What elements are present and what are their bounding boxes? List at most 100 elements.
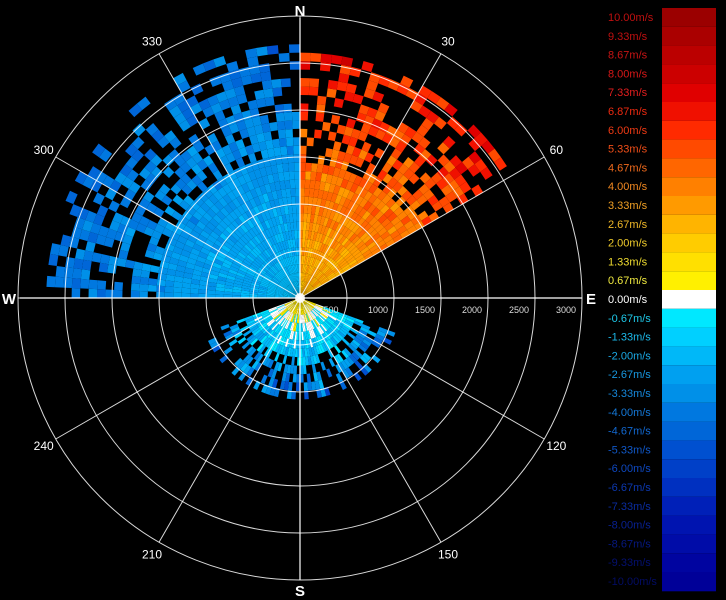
velocity-cell	[302, 273, 306, 282]
velocity-cell	[374, 223, 385, 233]
velocity-cell	[263, 275, 272, 282]
velocity-cell	[305, 256, 310, 265]
velocity-cell	[177, 100, 191, 113]
velocity-cell	[277, 362, 283, 372]
legend-swatch	[662, 83, 716, 103]
velocity-cell	[350, 182, 359, 193]
velocity-cell	[236, 318, 246, 324]
velocity-cell	[319, 334, 326, 344]
velocity-cell	[277, 242, 283, 252]
velocity-cell	[180, 173, 192, 185]
velocity-cell	[266, 270, 275, 278]
velocity-cell	[313, 214, 319, 224]
velocity-cell	[272, 333, 279, 342]
velocity-cell	[381, 217, 391, 228]
velocity-cell	[303, 322, 306, 332]
velocity-cell	[279, 307, 287, 314]
azimuth-spoke	[299, 297, 442, 543]
velocity-cell	[304, 264, 308, 274]
velocity-cell	[289, 339, 293, 348]
velocity-cell	[204, 198, 215, 209]
legend-label: -3.33m/s	[608, 388, 651, 400]
velocity-cell	[266, 248, 273, 257]
velocity-cell	[236, 185, 246, 196]
velocity-cell	[360, 341, 370, 350]
velocity-cell	[248, 228, 257, 238]
velocity-cell	[337, 315, 347, 322]
velocity-cell	[408, 173, 420, 185]
velocity-cell	[307, 321, 312, 331]
velocity-cell	[276, 189, 283, 199]
velocity-cell	[468, 137, 482, 152]
velocity-cell	[368, 72, 382, 84]
velocity-cell	[268, 307, 277, 313]
velocity-cell	[307, 301, 316, 306]
velocity-cell	[308, 222, 314, 232]
velocity-cell	[392, 181, 403, 192]
velocity-cell	[253, 196, 262, 206]
velocity-cell	[218, 272, 228, 279]
velocity-cell	[290, 365, 295, 374]
velocity-cell	[284, 267, 290, 276]
velocity-cell	[316, 215, 322, 225]
velocity-cell	[326, 272, 335, 279]
velocity-cell	[403, 220, 415, 230]
legend-swatch	[662, 158, 716, 178]
velocity-cell	[309, 311, 315, 320]
velocity-cell	[225, 152, 236, 163]
velocity-cell	[363, 180, 373, 191]
velocity-cell	[279, 137, 287, 148]
velocity-cell	[340, 327, 349, 335]
velocity-cell	[172, 246, 183, 255]
velocity-cell	[293, 273, 297, 282]
velocity-cell	[274, 263, 281, 272]
velocity-cell	[298, 306, 300, 315]
velocity-cell	[408, 161, 421, 174]
velocity-cell	[244, 256, 254, 265]
velocity-cell	[278, 283, 287, 289]
range-label: 1500	[415, 305, 435, 315]
velocity-cell	[360, 123, 372, 134]
velocity-cell	[194, 238, 205, 248]
velocity-cell	[327, 131, 337, 142]
legend-label: 4.67m/s	[608, 162, 648, 174]
velocity-cell	[269, 182, 277, 192]
velocity-cell	[311, 364, 317, 373]
velocity-cell	[204, 259, 215, 267]
velocity-cell	[146, 219, 158, 231]
velocity-cell	[286, 302, 294, 309]
velocity-cell	[291, 313, 295, 323]
velocity-cell	[395, 141, 407, 153]
velocity-cell	[306, 287, 314, 293]
velocity-cell	[237, 360, 246, 370]
velocity-cell	[274, 295, 284, 298]
velocity-cell	[437, 154, 450, 167]
velocity-cell	[319, 324, 326, 333]
velocity-cell	[167, 262, 178, 271]
velocity-cell	[295, 306, 299, 315]
velocity-cell	[405, 87, 419, 101]
velocity-cell	[184, 239, 195, 248]
velocity-cell	[366, 204, 377, 214]
velocity-cell	[235, 274, 245, 281]
velocity-cell	[236, 93, 248, 105]
velocity-cell	[304, 188, 310, 197]
velocity-cell	[271, 265, 279, 274]
velocity-cell	[343, 347, 352, 357]
velocity-cell	[283, 171, 290, 181]
velocity-cell	[335, 319, 344, 326]
velocity-cell	[337, 186, 346, 197]
velocity-cell	[272, 173, 280, 183]
velocity-cell	[345, 367, 354, 377]
velocity-cell	[348, 233, 358, 242]
velocity-cell	[438, 196, 450, 208]
velocity-cell	[215, 91, 228, 103]
velocity-cell	[114, 281, 124, 291]
velocity-cell	[264, 273, 273, 280]
velocity-cell	[279, 232, 285, 242]
velocity-cell	[324, 269, 333, 277]
velocity-cell	[239, 325, 249, 332]
velocity-cell	[232, 286, 242, 291]
velocity-cell	[248, 323, 258, 330]
legend-swatch	[662, 233, 716, 253]
